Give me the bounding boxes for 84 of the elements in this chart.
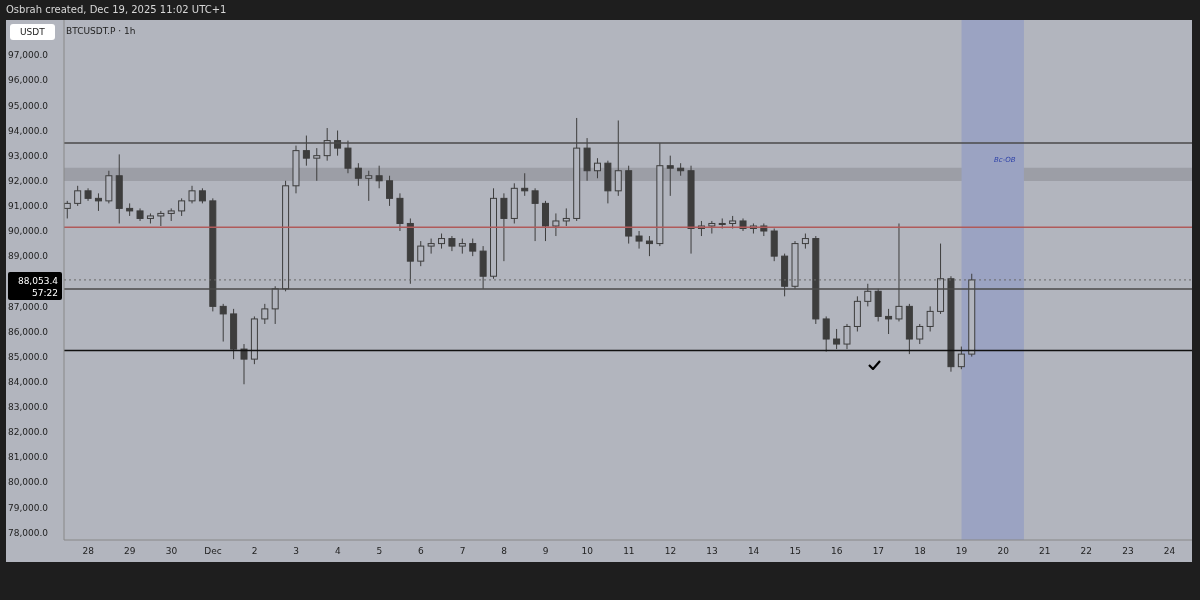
x-tick-label: 13 [706,546,718,557]
x-tick-label: 12 [664,546,677,557]
text: BTCUSDT.P · 1h [66,26,136,36]
y-tick-label: 79,000.0 [8,502,49,513]
y-tick-label: 83,000.0 [8,402,49,413]
candlestick [843,323,851,350]
candlestick [271,285,279,325]
candlestick [386,175,394,207]
y-tick-label: 80,000.0 [8,477,49,488]
x-tick-label: 2 [251,546,258,557]
candlestick [531,187,539,242]
candlestick [302,135,310,167]
candlestick [645,235,653,257]
y-tick-label: 82,000.0 [8,427,49,438]
candlestick [427,238,435,255]
x-tick-label: 9 [542,546,549,557]
x-tick-label: 23 [1122,546,1134,557]
x-tick-label: Dec [204,546,222,557]
candlestick [542,200,549,242]
y-tick-label: 81,000.0 [8,452,49,463]
y-tick-label: 87,000.0 [8,301,49,312]
x-tick-label: 20 [997,546,1010,557]
y-tick-label: 95,000.0 [8,100,49,111]
y-tick-label: 93,000.0 [8,150,49,161]
candlestick [593,157,601,179]
x-tick-label: 6 [418,546,425,557]
x-tick-label: 15 [789,546,801,557]
candlestick [822,315,830,353]
candlestick [313,147,321,182]
candlestick [666,155,674,197]
x-tick-label: 28 [82,546,95,557]
x-tick-label: 8 [501,546,508,557]
x-tick-label: 14 [747,546,760,557]
candlestick [833,328,841,350]
x-tick-label: 24 [1163,546,1176,557]
x-tick-label: 11 [623,546,635,557]
y-axis-title: USDT [10,24,55,40]
x-tick-label: 16 [831,546,843,557]
candlestick [354,162,362,187]
candlestick [916,323,924,345]
candlestick [74,185,82,207]
candlestick [583,137,591,182]
x-tick-label: 30 [165,546,178,557]
y-tick-label: 90,000.0 [8,226,49,237]
y-tick-label: 78,000.0 [8,527,49,538]
candlestick [957,346,965,370]
candlestick [240,343,248,385]
x-tick-label: 22 [1080,546,1093,557]
y-tick-label: 86,000.0 [8,326,49,337]
candlestick [365,170,373,202]
y-tick-label: 94,000.0 [8,125,49,136]
x-tick-label: 21 [1038,546,1051,557]
x-tick-label: 3 [293,546,300,557]
y-tick-label: 92,000.0 [8,175,49,186]
candlestick [261,303,269,325]
candlestick [864,283,872,307]
candlestick [219,303,227,343]
candlestick [417,240,425,267]
text: Osbrah created, Dec 19, 2025 11:02 UTC+1 [6,4,227,15]
x-tick-label: 17 [872,546,885,557]
y-tick-label: 84,000.0 [8,376,49,387]
y-tick-label: 91,000.0 [8,201,49,212]
candlestick [552,212,560,237]
x-tick-label: 18 [914,546,926,557]
x-tick-label: 10 [581,546,594,557]
y-tick-label: 96,000.0 [8,75,49,86]
x-tick-label: 4 [334,546,341,557]
candlestick [614,119,622,197]
y-tick-label: 85,000.0 [8,351,49,362]
x-tick-label: 19 [955,546,968,557]
candlestick [500,192,508,262]
candlestick [635,230,643,250]
candlestick [375,165,383,189]
candlestick [885,308,893,335]
ref-line-label: 88,053.4 [17,275,59,286]
candlestick [895,222,903,322]
x-tick-label: 5 [376,546,383,557]
y-tick-label: 97,000.0 [8,50,49,61]
y-tick-label: 89,000.0 [8,251,49,262]
candlestick [344,140,352,174]
candlestick [926,305,934,332]
text: 57:22 [32,287,58,298]
x-tick-label: 7 [459,546,466,557]
x-tick-label: 29 [124,546,136,557]
